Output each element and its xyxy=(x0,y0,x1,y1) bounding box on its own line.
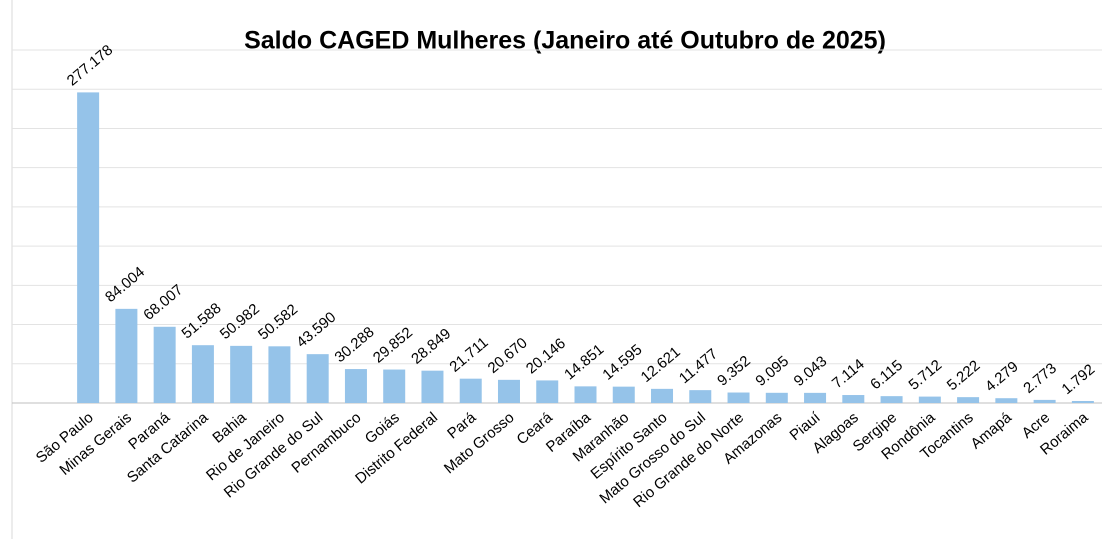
value-label: 21.711 xyxy=(446,334,491,376)
bar xyxy=(230,345,253,403)
bar xyxy=(574,386,597,403)
value-label: 68.007 xyxy=(140,281,186,324)
value-label: 1.792 xyxy=(1059,361,1099,398)
value-label: 51.588 xyxy=(179,300,225,343)
bar xyxy=(765,392,788,403)
bar xyxy=(421,370,444,403)
bar xyxy=(77,92,100,404)
bar xyxy=(268,346,291,403)
value-label: 12.621 xyxy=(638,343,684,386)
bar xyxy=(536,380,559,403)
bar xyxy=(689,390,712,403)
value-label: 2.773 xyxy=(1020,360,1060,397)
bar xyxy=(344,369,367,403)
bar xyxy=(880,396,903,403)
bar xyxy=(306,354,329,403)
value-label: 43.590 xyxy=(293,309,339,352)
value-label: 84.004 xyxy=(102,263,148,306)
bar xyxy=(957,397,980,403)
bar xyxy=(153,326,176,403)
value-label: 50.982 xyxy=(217,300,263,343)
value-label: 5.712 xyxy=(905,357,945,394)
value-label: 277.178 xyxy=(64,42,116,90)
x-tick-label: Mato Grosso xyxy=(441,409,518,477)
bar xyxy=(727,392,750,403)
bar xyxy=(995,398,1018,403)
bar xyxy=(191,345,214,403)
value-label: 11.477 xyxy=(676,345,721,387)
bar xyxy=(459,378,482,403)
value-label: 9.043 xyxy=(791,353,831,390)
bar xyxy=(1033,399,1056,403)
value-label: 14.595 xyxy=(599,341,645,384)
bar xyxy=(651,388,674,403)
value-label: 9.095 xyxy=(752,353,792,390)
value-label: 29.852 xyxy=(370,324,416,367)
value-label: 5.222 xyxy=(944,357,984,394)
bar xyxy=(918,396,941,403)
bar xyxy=(383,369,406,403)
bar xyxy=(115,308,138,403)
bar xyxy=(1071,400,1094,403)
x-tick-label: Amapá xyxy=(968,409,1016,453)
bar xyxy=(804,392,827,403)
value-label: 20.670 xyxy=(485,334,531,377)
bar xyxy=(842,395,865,403)
value-label: 30.288 xyxy=(332,324,378,367)
bar xyxy=(612,386,635,403)
bar xyxy=(497,379,520,403)
value-label: 7.114 xyxy=(829,356,868,392)
value-label: 6.115 xyxy=(867,357,906,393)
